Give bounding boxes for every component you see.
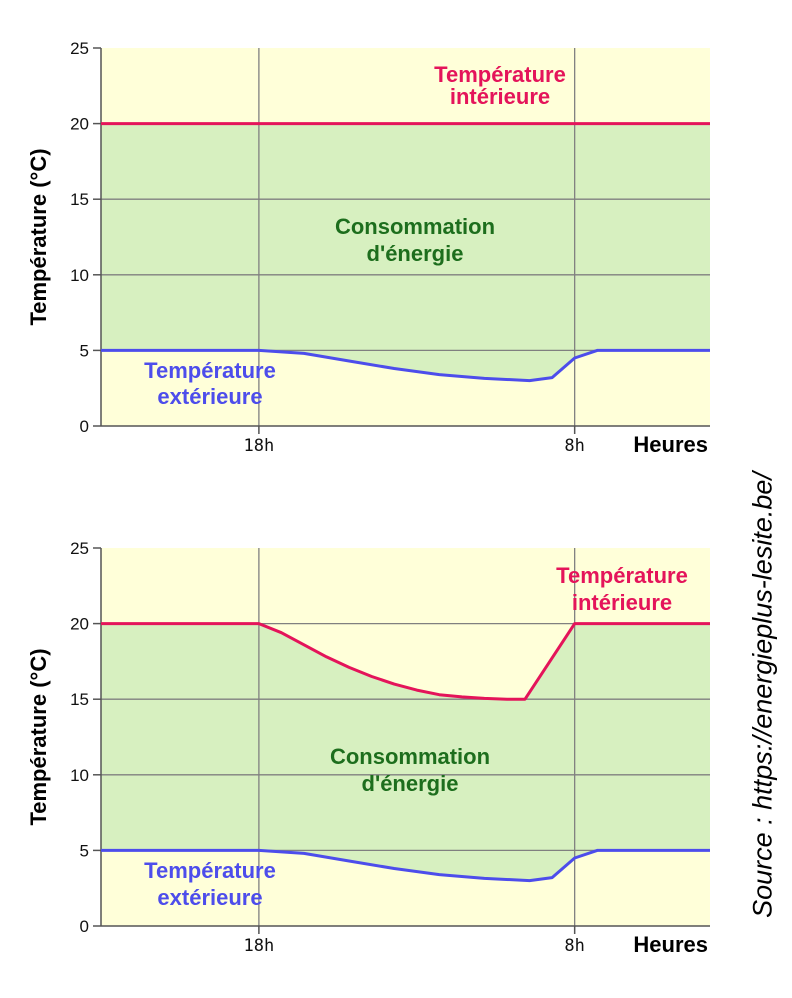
y-axis-label: Température (°C) bbox=[26, 148, 51, 325]
series-line-exterior bbox=[101, 848, 710, 883]
y-tick-label: 20 bbox=[70, 615, 89, 634]
source-credit: Source : https://energieplus-lesite.be/ bbox=[747, 472, 778, 918]
y-tick-label: 0 bbox=[80, 417, 89, 436]
x-tick-label: 8h bbox=[564, 936, 584, 956]
y-tick-label: 0 bbox=[80, 917, 89, 936]
energy-consumption-label: d'énergie bbox=[367, 241, 464, 266]
temperature-interior-label: intérieure bbox=[572, 590, 672, 615]
temperature-exterior-label: extérieure bbox=[157, 384, 262, 409]
temperature-interior-label: Température bbox=[434, 62, 566, 87]
x-axis-label: Heures bbox=[633, 432, 708, 457]
energy-consumption-area bbox=[101, 623, 710, 881]
temperature-exterior-label: Température bbox=[144, 358, 276, 383]
temperature-interior-label: Température bbox=[556, 563, 688, 588]
x-tick-label: 8h bbox=[564, 436, 584, 456]
series-line-exterior bbox=[101, 348, 710, 383]
y-tick-label: 25 bbox=[70, 539, 89, 558]
y-tick-label: 5 bbox=[80, 841, 89, 860]
energy-consumption-label: d'énergie bbox=[362, 771, 459, 796]
chart-2: 0 5 10 15 20 25 18h 8h Heures Température (°C) Tem… bbox=[26, 539, 710, 957]
y-tick-label: 20 bbox=[70, 115, 89, 134]
y-axis-label: Température (°C) bbox=[26, 648, 51, 825]
y-tick-label: 15 bbox=[70, 190, 89, 209]
y-tick-label: 25 bbox=[70, 39, 89, 58]
y-tick-label: 10 bbox=[70, 266, 89, 285]
y-tick-label: 10 bbox=[70, 766, 89, 785]
x-tick-label: 18h bbox=[244, 436, 275, 456]
x-tick-label: 18h bbox=[244, 936, 275, 956]
chart-1: 0 5 10 15 20 25 18h 8h Heures Température (°C) Tem… bbox=[26, 39, 710, 457]
series-line-interior bbox=[101, 622, 710, 701]
x-axis-label: Heures bbox=[633, 932, 708, 957]
temperature-interior-label: intérieure bbox=[450, 84, 550, 109]
temperature-exterior-label: extérieure bbox=[157, 885, 262, 910]
temperature-exterior-label: Température bbox=[144, 858, 276, 883]
energy-consumption-label: Consommation bbox=[335, 214, 495, 239]
y-tick-label: 5 bbox=[80, 341, 89, 360]
energy-consumption-label: Consommation bbox=[330, 744, 490, 769]
energy-consumption-area bbox=[101, 123, 710, 381]
y-tick-label: 15 bbox=[70, 690, 89, 709]
